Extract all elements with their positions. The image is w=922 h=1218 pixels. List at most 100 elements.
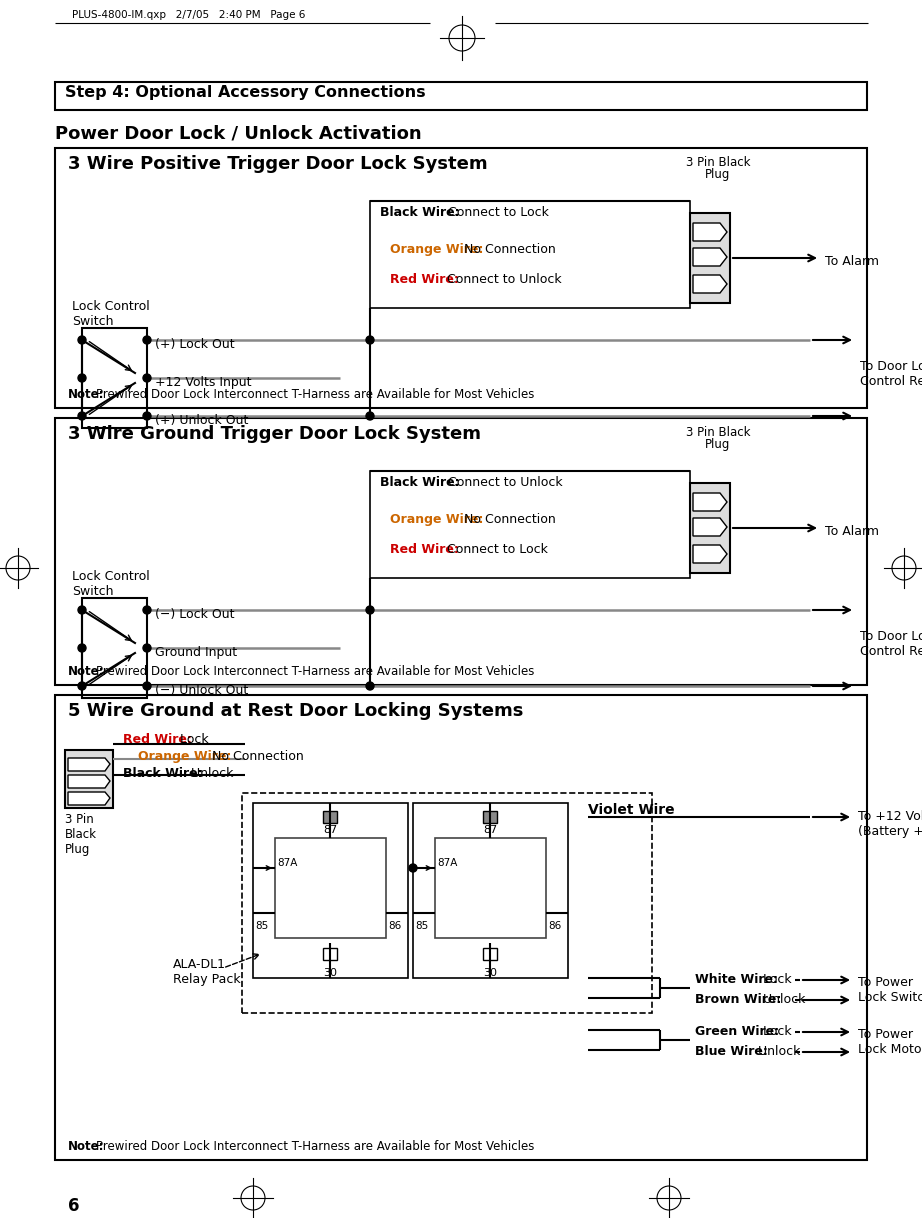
Text: Black Wire:: Black Wire: <box>123 767 203 780</box>
Text: (+) Lock Out: (+) Lock Out <box>155 339 234 351</box>
Text: Connect to Lock: Connect to Lock <box>443 543 548 555</box>
Bar <box>82 598 147 698</box>
Circle shape <box>366 682 374 691</box>
Text: Connect to Lock: Connect to Lock <box>444 206 550 219</box>
Text: Plug: Plug <box>705 438 731 451</box>
Text: To +12 Volts
(Battery +): To +12 Volts (Battery +) <box>858 810 922 838</box>
Polygon shape <box>68 775 110 788</box>
Circle shape <box>143 374 151 382</box>
Text: Prewired Door Lock Interconnect T-Harness are Available for Most Vehicles: Prewired Door Lock Interconnect T-Harnes… <box>96 665 534 678</box>
Text: Orange Wire:: Orange Wire: <box>390 513 483 526</box>
Text: Lock Control
Switch: Lock Control Switch <box>72 300 149 328</box>
Bar <box>55 82 867 110</box>
Text: Prewired Door Lock Interconnect T-Harness are Available for Most Vehicles: Prewired Door Lock Interconnect T-Harnes… <box>96 389 534 401</box>
Circle shape <box>143 644 151 652</box>
Bar <box>370 201 690 308</box>
Text: 3 Pin Black: 3 Pin Black <box>686 156 751 169</box>
Bar <box>483 948 497 960</box>
Bar <box>435 838 546 938</box>
Text: 3 Wire Ground Trigger Door Lock System: 3 Wire Ground Trigger Door Lock System <box>68 425 481 443</box>
Circle shape <box>366 607 374 614</box>
Bar <box>483 811 497 823</box>
Polygon shape <box>693 223 727 241</box>
Text: Power Door Lock / Unlock Activation: Power Door Lock / Unlock Activation <box>55 124 421 143</box>
Bar <box>413 803 568 978</box>
Text: PLUS-4800-IM.qxp   2/7/05   2:40 PM   Page 6: PLUS-4800-IM.qxp 2/7/05 2:40 PM Page 6 <box>72 10 305 19</box>
Text: Note:: Note: <box>68 665 104 678</box>
Bar <box>55 695 867 1160</box>
Polygon shape <box>68 792 110 805</box>
Circle shape <box>143 336 151 343</box>
Text: 3 Pin
Black
Plug: 3 Pin Black Plug <box>65 812 97 856</box>
Text: 3 Pin Black: 3 Pin Black <box>686 426 751 438</box>
Text: Prewired Door Lock Interconnect T-Harness are Available for Most Vehicles: Prewired Door Lock Interconnect T-Harnes… <box>96 1140 534 1153</box>
Bar <box>253 803 408 978</box>
Text: Connect to Unlock: Connect to Unlock <box>443 273 561 286</box>
Text: Orange Wire:: Orange Wire: <box>390 244 483 256</box>
Circle shape <box>78 374 86 382</box>
Circle shape <box>143 412 151 420</box>
Text: To Alarm: To Alarm <box>825 255 879 268</box>
Circle shape <box>366 412 374 420</box>
Text: 30: 30 <box>323 968 337 978</box>
Bar <box>323 811 337 823</box>
Text: Lock: Lock <box>760 1026 792 1038</box>
Text: 87A: 87A <box>277 857 298 868</box>
Text: No Connection: No Connection <box>460 513 556 526</box>
Circle shape <box>78 336 86 343</box>
Text: No Connection: No Connection <box>208 750 304 762</box>
Bar <box>55 418 867 685</box>
Text: 87A: 87A <box>437 857 457 868</box>
Polygon shape <box>693 544 727 563</box>
Bar <box>370 471 690 579</box>
Polygon shape <box>68 758 110 771</box>
Bar <box>55 149 867 408</box>
Text: (+) Unlock Out: (+) Unlock Out <box>155 414 248 428</box>
Text: Unlock: Unlock <box>753 1045 800 1058</box>
Text: Connect to Unlock: Connect to Unlock <box>444 476 563 488</box>
Bar <box>82 328 147 428</box>
Text: 87: 87 <box>483 825 497 836</box>
Text: Black Wire:: Black Wire: <box>380 476 460 488</box>
Text: To Power
Lock Motors: To Power Lock Motors <box>858 1028 922 1056</box>
Circle shape <box>409 864 417 872</box>
Text: Red Wire:: Red Wire: <box>123 733 192 745</box>
Text: 30: 30 <box>483 968 497 978</box>
Bar <box>690 213 730 303</box>
Text: Brown Wire:: Brown Wire: <box>695 993 781 1006</box>
Text: Note:: Note: <box>68 389 104 401</box>
Text: Red Wire:: Red Wire: <box>390 273 459 286</box>
Circle shape <box>78 607 86 614</box>
Text: Violet Wire: Violet Wire <box>588 803 675 817</box>
Text: Note:: Note: <box>68 1140 104 1153</box>
Text: Blue Wire:: Blue Wire: <box>695 1045 768 1058</box>
Text: No Connection: No Connection <box>460 244 556 256</box>
Circle shape <box>143 607 151 614</box>
Polygon shape <box>693 493 727 512</box>
Circle shape <box>78 682 86 691</box>
Text: Lock: Lock <box>760 973 792 987</box>
Bar <box>242 793 652 1013</box>
Text: Green Wire:: Green Wire: <box>695 1026 779 1038</box>
Text: Black Wire:: Black Wire: <box>380 206 460 219</box>
Text: To Door Lock
Control Relays: To Door Lock Control Relays <box>860 361 922 389</box>
Polygon shape <box>693 518 727 536</box>
Bar <box>323 948 337 960</box>
Text: Unlock: Unlock <box>760 993 806 1006</box>
Text: 86: 86 <box>548 921 561 931</box>
Text: 6: 6 <box>68 1197 79 1216</box>
Text: To Alarm: To Alarm <box>825 525 879 538</box>
Text: Step 4: Optional Accessory Connections: Step 4: Optional Accessory Connections <box>65 85 426 100</box>
Bar <box>275 838 386 938</box>
Bar <box>690 484 730 572</box>
Text: Orange Wire:: Orange Wire: <box>138 750 231 762</box>
Circle shape <box>78 644 86 652</box>
Bar <box>65 750 113 808</box>
Circle shape <box>78 412 86 420</box>
Text: +12 Volts Input: +12 Volts Input <box>155 376 252 389</box>
Text: To Power
Lock Switch: To Power Lock Switch <box>858 976 922 1004</box>
Circle shape <box>366 336 374 343</box>
Text: 87: 87 <box>323 825 337 836</box>
Text: 85: 85 <box>415 921 428 931</box>
Text: 5 Wire Ground at Rest Door Locking Systems: 5 Wire Ground at Rest Door Locking Syste… <box>68 702 524 720</box>
